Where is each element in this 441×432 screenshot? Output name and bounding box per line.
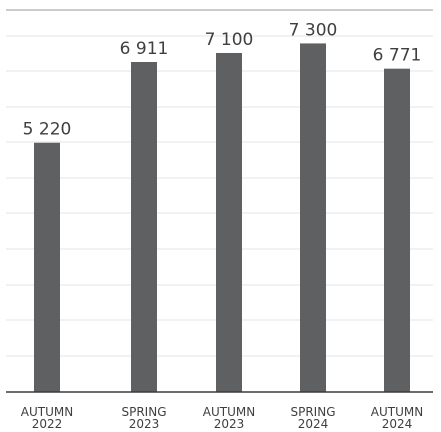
bar (300, 43, 326, 393)
x-tick-label: SPRING 2024 (290, 405, 335, 431)
x-tick-season: AUTUMN (371, 405, 423, 419)
bar (216, 52, 242, 392)
x-tick-season: AUTUMN (21, 405, 73, 419)
data-label: 7 100 (205, 30, 254, 50)
x-tick-year: 2024 (382, 417, 413, 431)
data-label: 6 771 (373, 46, 422, 66)
x-tick-label: AUTUMN 2024 (371, 405, 423, 431)
x-tick-year: 2024 (298, 417, 329, 431)
bar (131, 61, 157, 392)
bar (384, 68, 410, 392)
x-tick-season: SPRING (290, 405, 335, 419)
x-tick-label: AUTUMN 2022 (21, 405, 73, 431)
data-label: 5 220 (23, 120, 72, 140)
x-tick-year: 2023 (214, 417, 245, 431)
data-label: 6 911 (120, 39, 169, 59)
data-label: 7 300 (289, 20, 338, 40)
x-tick-season: SPRING (121, 405, 166, 419)
x-tick-label: AUTUMN 2023 (203, 405, 255, 431)
data-labels: 5 220 6 911 7 100 7 300 6 771 (23, 20, 422, 139)
x-tick-label: SPRING 2023 (121, 405, 166, 431)
bars (34, 43, 410, 393)
x-tick-year: 2022 (32, 417, 63, 431)
bar (34, 142, 60, 392)
x-tick-year: 2023 (129, 417, 160, 431)
x-tick-season: AUTUMN (203, 405, 255, 419)
